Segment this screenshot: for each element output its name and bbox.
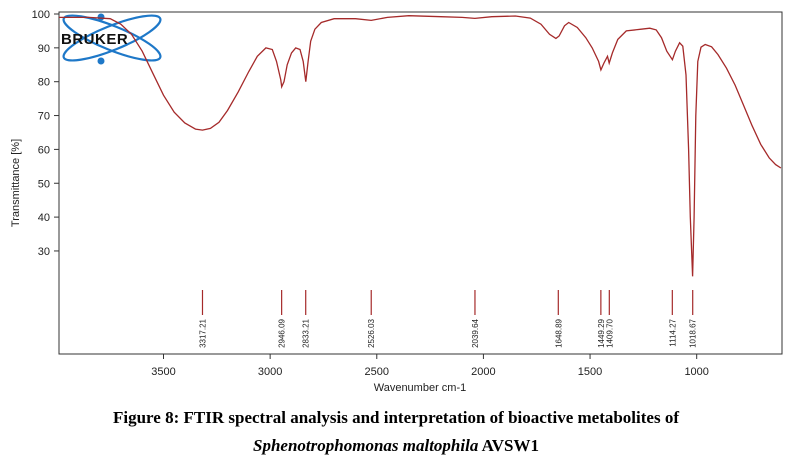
logo-orbit-2: [62, 14, 162, 62]
peak-markers: 3317.21 2946.09 2833.21 2526.03 2039.64 1648.…: [198, 290, 698, 348]
y-tick-label-30: 30: [38, 246, 50, 258]
peak-label-3: 2526.03: [367, 318, 376, 347]
x-axis: 3500 3000 2500 2000 1500 1000: [151, 354, 709, 378]
peak-label-0: 3317.21: [198, 318, 207, 347]
x-tick-label-1500: 1500: [578, 366, 602, 378]
y-tick-label-60: 60: [38, 144, 50, 156]
logo-dot-bottom: [97, 57, 105, 65]
caption-strain: AVSW1: [478, 436, 539, 455]
peak-label-5: 1648.89: [554, 318, 563, 347]
x-tick-label-3500: 3500: [151, 366, 175, 378]
ftir-chart: BRUKER 30 40 50 60 70 80 90 100 3500 3000 2500 200…: [10, 9, 783, 394]
x-tick-label-2500: 2500: [365, 366, 389, 378]
y-tick-label-70: 70: [38, 111, 50, 123]
peak-label-1: 2946.09: [278, 318, 287, 347]
x-axis-title: Wavenumber cm-1: [374, 382, 467, 394]
y-tick-label-40: 40: [38, 212, 50, 224]
x-tick-label-3000: 3000: [258, 366, 282, 378]
peak-label-7: 1409.70: [605, 318, 614, 347]
peak-label-9: 1018.67: [689, 318, 698, 347]
plot-frame: [58, 11, 783, 355]
figure-caption: Figure 8: FTIR spectral analysis and int…: [0, 404, 792, 460]
peak-label-2: 2833.21: [302, 318, 311, 347]
peak-label-4: 2039.64: [471, 318, 480, 347]
spectrum-line: [59, 15, 782, 277]
logo-text: BRUKER: [61, 31, 128, 48]
caption-line-1: Figure 8: FTIR spectral analysis and int…: [113, 408, 679, 427]
peak-label-6: 1449.29: [597, 318, 606, 347]
y-axis: 30 40 50 60 70 80 90 100: [32, 9, 59, 258]
x-tick-label-1000: 1000: [684, 366, 708, 378]
caption-species: Sphenotrophomonas maltophila: [253, 436, 479, 455]
y-tick-label-100: 100: [32, 9, 50, 21]
bruker-logo: BRUKER: [61, 13, 162, 65]
y-tick-label-50: 50: [38, 178, 50, 190]
y-tick-label-80: 80: [38, 77, 50, 89]
logo-orbit-1: [62, 14, 162, 62]
peak-label-8: 1114.27: [668, 318, 677, 346]
y-tick-label-90: 90: [38, 43, 50, 55]
caption-line-2: Sphenotrophomonas maltophila AVSW1: [0, 432, 792, 460]
logo-dot-top: [97, 13, 105, 21]
y-axis-title: Transmittance [%]: [10, 139, 22, 227]
x-tick-label-2000: 2000: [471, 366, 495, 378]
